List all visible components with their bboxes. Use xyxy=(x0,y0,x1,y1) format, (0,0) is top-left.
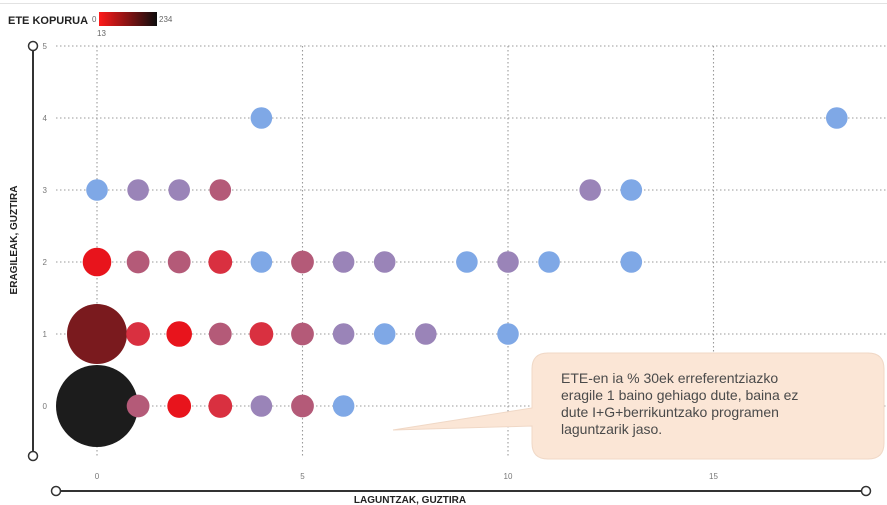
legend-title: ETE KOPURUA xyxy=(8,15,88,27)
bubble-point[interactable] xyxy=(332,323,355,345)
axis-ticks: 0 1 2 3 4 5 0 5 10 15 xyxy=(43,42,719,481)
y-axis-title: ERAGILEAK, GUZTIRA xyxy=(9,186,20,295)
bubble-point[interactable] xyxy=(86,179,108,201)
color-legend: ETE KOPURUA 0 234 13 xyxy=(8,12,173,38)
legend-max-label: 234 xyxy=(159,15,173,24)
bubble-point[interactable] xyxy=(167,250,191,274)
bubble-point[interactable] xyxy=(82,247,112,277)
bubble-point[interactable] xyxy=(373,323,396,345)
bubble-point[interactable] xyxy=(127,179,149,201)
bubble-point[interactable] xyxy=(166,321,192,347)
bubble-point[interactable] xyxy=(497,323,519,345)
bubble-point[interactable] xyxy=(208,250,233,274)
bubble-point[interactable] xyxy=(209,179,232,201)
y-tick-label: 4 xyxy=(43,114,48,123)
x-axis-title: LAGUNTZAK, GUZTIRA xyxy=(354,495,466,505)
x-slider-right-handle[interactable] xyxy=(860,485,872,497)
callout: ETE-en ia % 30ek erreferentziazko eragil… xyxy=(392,352,885,460)
x-tick-label: 15 xyxy=(709,472,718,481)
bubble-point[interactable] xyxy=(332,395,355,417)
legend-min-label: 0 xyxy=(92,15,97,24)
callout-line-3: dute I+G+berrikuntzako programen xyxy=(561,404,779,420)
bubble-point[interactable] xyxy=(415,323,437,345)
bubble-point[interactable] xyxy=(208,394,233,418)
bubble-point[interactable] xyxy=(67,304,127,364)
y-tick-label: 0 xyxy=(43,402,48,411)
bubble-point[interactable] xyxy=(126,250,150,274)
bubble-point[interactable] xyxy=(249,322,274,346)
bubble-point[interactable] xyxy=(497,251,519,273)
y-axis-range-slider[interactable] xyxy=(27,40,39,462)
bubble-point[interactable] xyxy=(826,107,848,129)
bubble-point[interactable] xyxy=(291,394,314,418)
callout-line-1: ETE-en ia % 30ek erreferentziazko xyxy=(561,370,778,386)
bubble-point[interactable] xyxy=(56,365,138,447)
callout-line-4: laguntzarik jaso. xyxy=(561,421,662,437)
bubble-point[interactable] xyxy=(126,322,150,346)
bubbles xyxy=(56,107,848,447)
bubble-point[interactable] xyxy=(620,251,643,273)
bubble-point[interactable] xyxy=(250,107,273,129)
y-tick-label: 2 xyxy=(43,258,48,267)
y-tick-label: 1 xyxy=(43,330,48,339)
x-tick-label: 10 xyxy=(504,472,513,481)
legend-gradient-bar xyxy=(99,12,157,26)
y-tick-label: 3 xyxy=(43,186,48,195)
bubble-point[interactable] xyxy=(332,251,355,273)
bubble-point[interactable] xyxy=(250,395,273,417)
bubble-point[interactable] xyxy=(373,251,396,273)
bubble-point[interactable] xyxy=(456,251,478,273)
x-tick-label: 0 xyxy=(95,472,100,481)
y-slider-bottom-handle[interactable] xyxy=(27,450,39,462)
bubble-point[interactable] xyxy=(291,250,314,274)
callout-bubble xyxy=(392,352,885,460)
legend-extra-label: 13 xyxy=(97,29,106,38)
bubble-point[interactable] xyxy=(168,179,190,201)
bubble-point[interactable] xyxy=(126,394,150,418)
bubble-point[interactable] xyxy=(538,251,560,273)
bubble-point[interactable] xyxy=(291,322,314,346)
x-slider-left-handle[interactable] xyxy=(50,485,62,497)
x-axis-range-slider[interactable] xyxy=(50,485,872,497)
bubble-point[interactable] xyxy=(250,251,273,273)
y-tick-label: 5 xyxy=(43,42,48,51)
bubble-point[interactable] xyxy=(167,394,192,418)
bubble-point[interactable] xyxy=(620,179,643,201)
bubble-point[interactable] xyxy=(208,322,232,346)
x-tick-label: 5 xyxy=(300,472,305,481)
y-slider-top-handle[interactable] xyxy=(27,40,39,52)
callout-line-2: eragile 1 baino gehiago dute, baina ez xyxy=(561,387,798,403)
bubble-point[interactable] xyxy=(579,179,601,201)
